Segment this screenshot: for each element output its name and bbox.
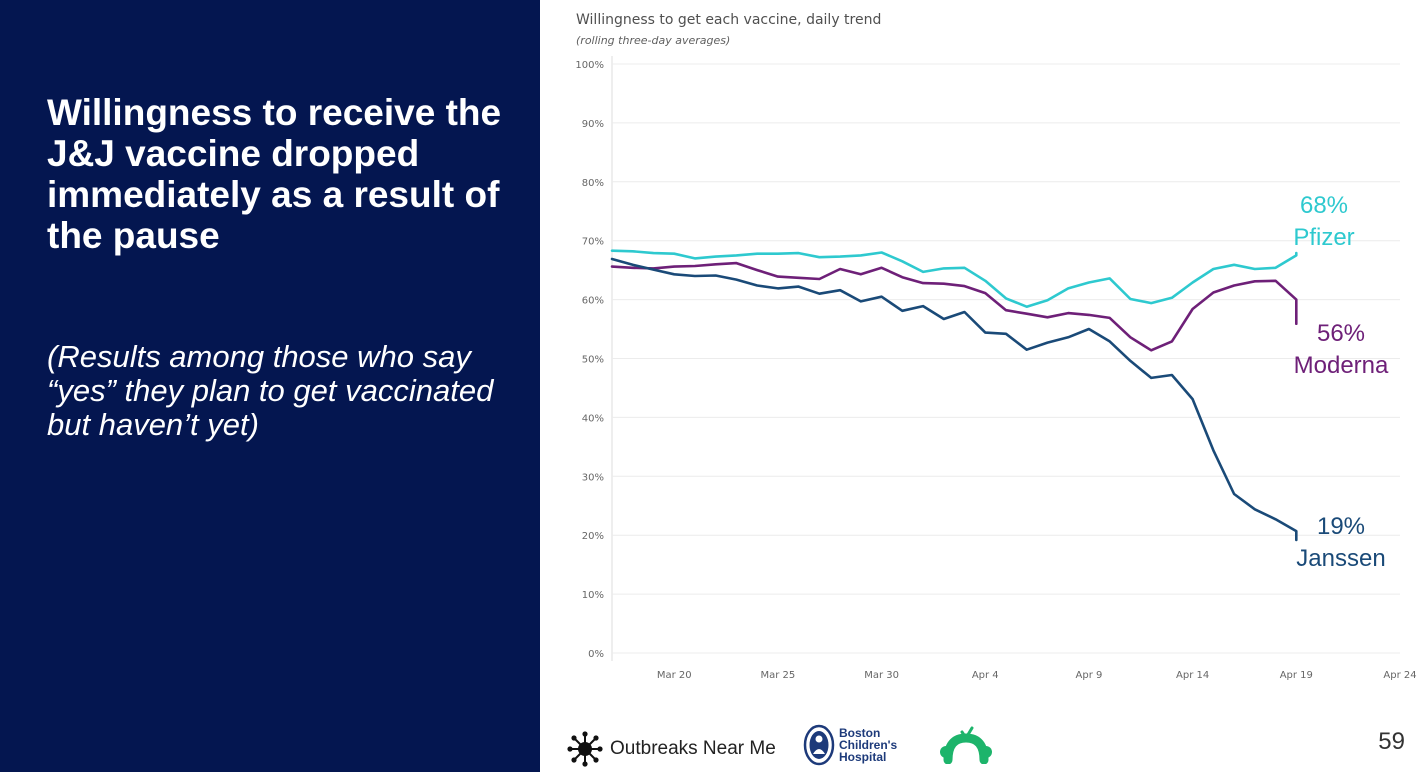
x-tick-label: Mar 20 bbox=[657, 670, 692, 681]
pfizer-series-line bbox=[610, 249, 1298, 309]
y-tick-label: 40% bbox=[582, 413, 604, 424]
y-tick-label: 60% bbox=[582, 296, 604, 307]
line-chart: 0% 10% 20% 30% 40% 50% 60% 70% 80% 90% 100% Mar 20 M… bbox=[575, 56, 1417, 681]
slide-title: Willingness to receive the J&J vaccine d… bbox=[47, 92, 502, 256]
hospital-name-line-3: Hospital bbox=[839, 750, 887, 764]
hospital-name-line-1: Boston bbox=[839, 726, 881, 740]
janssen-series-line bbox=[610, 257, 1298, 542]
y-tick-label: 20% bbox=[582, 531, 604, 542]
boston-childrens-hospital-logo: Boston Children's Hospital bbox=[803, 724, 897, 766]
hospital-name-line-2: Children's bbox=[839, 738, 898, 752]
chart-title: Willingness to get each vaccine, daily t… bbox=[576, 12, 882, 28]
janssen-series-name: Janssen bbox=[1296, 545, 1386, 572]
virus-icon bbox=[567, 731, 603, 767]
x-tick-label: Apr 24 bbox=[1383, 670, 1416, 681]
outbreaks-near-me-text: Outbreaks Near Me bbox=[610, 738, 776, 759]
left-panel: Willingness to receive the J&J vaccine d… bbox=[0, 0, 540, 772]
pfizer-series-name: Pfizer bbox=[1293, 224, 1355, 251]
y-tick-label: 100% bbox=[575, 60, 604, 71]
janssen-end-label: 19% Janssen bbox=[1276, 511, 1406, 575]
y-tick-label: 50% bbox=[582, 355, 604, 366]
janssen-end-value: 19% bbox=[1316, 513, 1366, 540]
slide-subtitle: (Results among those who say “yes” they … bbox=[47, 339, 494, 442]
moderna-series-name: Moderna bbox=[1293, 352, 1389, 379]
hospital-seal-icon bbox=[803, 724, 835, 766]
x-tick-label: Apr 9 bbox=[1076, 670, 1103, 681]
y-tick-label: 0% bbox=[588, 649, 604, 660]
surveymonkey-logo bbox=[938, 726, 994, 769]
x-tick-label: Apr 19 bbox=[1280, 670, 1313, 681]
pfizer-end-value: 68% bbox=[1299, 192, 1349, 219]
moderna-end-label: 56% Moderna bbox=[1276, 318, 1406, 382]
moderna-end-value: 56% bbox=[1316, 320, 1366, 347]
monkey-icon bbox=[940, 726, 992, 765]
y-tick-label: 90% bbox=[582, 119, 604, 130]
x-tick-label: Mar 25 bbox=[761, 670, 796, 681]
x-tick-label: Apr 14 bbox=[1176, 670, 1209, 681]
y-tick-label: 10% bbox=[582, 590, 604, 601]
y-tick-label: 30% bbox=[582, 472, 604, 483]
x-tick-label: Apr 4 bbox=[972, 670, 999, 681]
y-tick-label: 80% bbox=[582, 178, 604, 189]
chart-subtitle: (rolling three-day averages) bbox=[576, 34, 731, 47]
page-number: 59 bbox=[1378, 728, 1405, 755]
pfizer-end-label: 68% Pfizer bbox=[1259, 190, 1389, 254]
moderna-series-line bbox=[610, 261, 1298, 352]
y-tick-label: 70% bbox=[582, 237, 604, 248]
outbreaks-near-me-logo: Outbreaks Near Me bbox=[566, 730, 776, 768]
x-tick-label: Mar 30 bbox=[864, 670, 899, 681]
